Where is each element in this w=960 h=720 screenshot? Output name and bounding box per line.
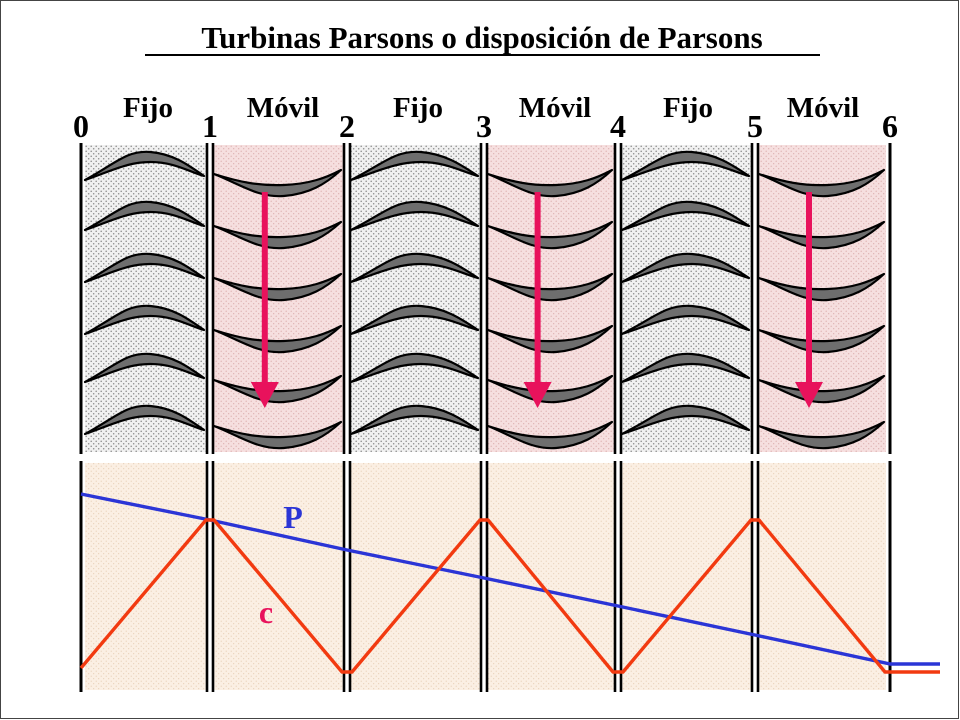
stage-backgrounds xyxy=(85,145,886,690)
stage-label-fijo-2: Fijo xyxy=(393,92,443,124)
blade-profile-icon xyxy=(757,168,886,198)
stage-6-graph-panel xyxy=(759,463,886,690)
blade-profile-icon xyxy=(757,220,886,250)
plane-number-3: 3 xyxy=(476,108,492,144)
stage-label-fijo-3: Fijo xyxy=(663,92,713,124)
plane-divider-2 xyxy=(342,143,352,692)
rotation-arrow-icon xyxy=(523,192,552,408)
blade-profile-icon xyxy=(620,252,751,284)
stage-label-fijo-1: Fijo xyxy=(123,92,173,124)
plane-divider-4 xyxy=(613,143,623,692)
stage-2-graph-panel xyxy=(214,463,343,690)
blade-profile-icon xyxy=(757,272,886,302)
blade-profile-icon xyxy=(620,304,751,336)
blade-profile-icon xyxy=(212,420,343,450)
plane-number-6: 6 xyxy=(882,108,898,144)
velocity-curve xyxy=(79,518,940,674)
plane-number-5: 5 xyxy=(747,108,763,144)
blade-profile-icon xyxy=(486,272,614,302)
blade-profile-icon xyxy=(486,420,614,450)
pressure-curve-label: P xyxy=(283,499,303,535)
plane-number-2: 2 xyxy=(339,108,355,144)
blade-profile-icon xyxy=(212,220,343,250)
plane-number-1: 1 xyxy=(202,108,218,144)
blade-profile-icon xyxy=(349,252,480,284)
plane-number-4: 4 xyxy=(610,108,626,144)
pressure-velocity-curves xyxy=(79,492,940,674)
stage-5-graph-panel xyxy=(622,463,751,690)
blade-profile-icon xyxy=(486,324,614,354)
stage-3-graph-panel xyxy=(351,463,480,690)
blade-profile-icon xyxy=(83,352,206,384)
blade-profile-icon xyxy=(620,404,751,436)
stage-label-movil-1: Móvil xyxy=(247,92,320,124)
blade-profile-icon xyxy=(212,324,343,354)
velocity-curve-label: c xyxy=(259,594,273,630)
rotation-arrows xyxy=(250,192,823,408)
blade-profile-icon xyxy=(620,352,751,384)
blade-profile-icon xyxy=(349,150,480,182)
diagram-title: Turbinas Parsons o disposición de Parson… xyxy=(201,20,762,55)
blade-profile-icon xyxy=(83,304,206,336)
plane-number-0: 0 xyxy=(73,108,89,144)
stage-label-movil-3: Móvil xyxy=(787,92,860,124)
blade-profile-icon xyxy=(212,272,343,302)
blade-profile-icon xyxy=(486,220,614,250)
blade-profile-icon xyxy=(757,420,886,450)
plane-divider-5 xyxy=(750,143,760,692)
pressure-curve xyxy=(80,492,940,666)
blade-profile-icon xyxy=(83,252,206,284)
stage-label-movil-2: Móvil xyxy=(519,92,592,124)
blade-profile-icon xyxy=(83,200,206,232)
stage-fixed-3-panel xyxy=(351,145,480,452)
blade-profile-icon xyxy=(620,150,751,182)
blade-profile-icon xyxy=(83,404,206,436)
blade-profile-icon xyxy=(349,404,480,436)
rotation-arrow-icon xyxy=(795,192,823,408)
blade-profile-icon xyxy=(349,352,480,384)
stage-fixed-1-panel xyxy=(85,145,206,452)
plane-divider-3 xyxy=(479,143,489,692)
stage-1-graph-panel xyxy=(85,463,206,690)
blade-profile-icon xyxy=(349,200,480,232)
blade-profile-icon xyxy=(620,200,751,232)
stage-4-graph-panel xyxy=(488,463,614,690)
blade-profile-icon xyxy=(349,304,480,336)
plane-divider-1 xyxy=(205,143,215,692)
plane-dividers xyxy=(79,143,892,692)
rotation-arrow-icon xyxy=(250,192,279,408)
stage-fixed-5-panel xyxy=(622,145,751,452)
blade-profile-icon xyxy=(757,324,886,354)
blade-profile-icon xyxy=(486,168,614,198)
blade-profile-icon xyxy=(212,168,343,198)
blade-profile-icon xyxy=(83,150,206,182)
